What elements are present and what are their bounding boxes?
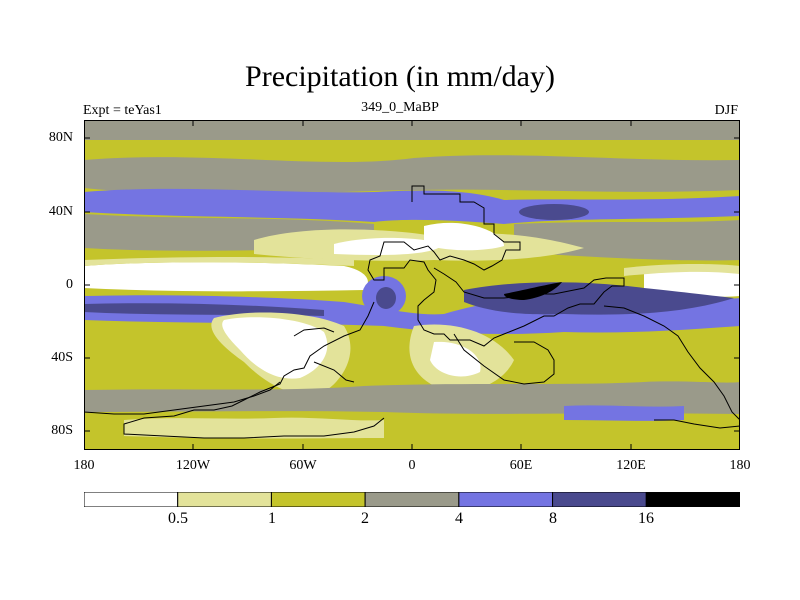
colorbar-box-5 [552, 492, 647, 507]
precipitation-map [84, 120, 740, 450]
lat-label-40n: 40N [48, 204, 73, 219]
colorbar-label-1: 1 [268, 510, 276, 527]
lon-label-60w: 60W [289, 458, 317, 473]
lon-label-120w: 120W [175, 458, 211, 473]
lon-label-120e: 120E [616, 458, 646, 473]
period-label: 349_0_MaBP [361, 100, 439, 115]
lat-label-40s: 40S [51, 350, 73, 365]
lon-label-180-right: 180 [729, 458, 751, 473]
colorbar-box-6 [645, 492, 740, 507]
colorbar-box-2 [270, 492, 366, 507]
lon-label-60e: 60E [509, 458, 533, 473]
colorbar-label-16: 16 [638, 510, 654, 527]
map-title: Precipitation (in mm/day) [245, 60, 555, 93]
colorbar [84, 492, 740, 507]
lat-label-80n: 80N [48, 130, 73, 145]
colorbar-label-0-5: 0.5 [168, 510, 188, 527]
lon-label-0: 0 [408, 458, 416, 473]
colorbar-box-3 [364, 492, 460, 507]
colorbar-box-4 [458, 492, 554, 507]
colorbar-box-1 [177, 492, 272, 507]
colorbar-label-8: 8 [549, 510, 557, 527]
colorbar-label-2: 2 [361, 510, 369, 527]
season-label: DJF [714, 103, 738, 118]
lat-label-0: 0 [66, 277, 73, 292]
colorbar-label-4: 4 [455, 510, 463, 527]
colorbar-box-0 [84, 492, 179, 507]
experiment-label: Expt = teYas1 [83, 103, 162, 118]
lat-label-80s: 80S [51, 423, 73, 438]
lon-label-180-left: 180 [73, 458, 95, 473]
